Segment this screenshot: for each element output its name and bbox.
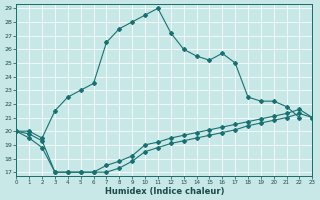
- X-axis label: Humidex (Indice chaleur): Humidex (Indice chaleur): [105, 187, 224, 196]
